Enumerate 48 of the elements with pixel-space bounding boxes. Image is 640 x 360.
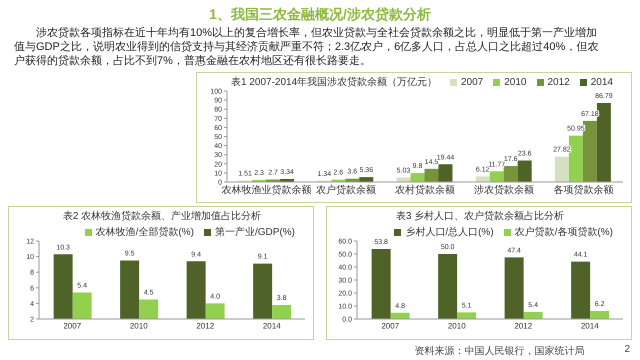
legend-label: 农户贷款/各项贷款(%): [514, 227, 613, 238]
bar: [424, 168, 438, 182]
x-tick-label: 2007: [63, 322, 82, 331]
legend-label: 农林牧渔/全部贷款(%): [96, 227, 194, 238]
bar: [524, 312, 543, 319]
bar: [518, 160, 532, 182]
x-tick-label: 2010: [130, 322, 148, 331]
chart-title: 表3 乡村人口、农户贷款余额占比分析: [394, 210, 566, 223]
legend-label: 2007: [461, 77, 484, 88]
legend-label: 第一产业/GDP(%): [215, 227, 295, 238]
x-tick-label: 涉农贷款余额: [474, 184, 534, 196]
legend-label: 2014: [590, 77, 613, 88]
bar: [504, 257, 524, 319]
chart-title: 表2 农林牧渔贷款余额、产业增加值占比分析: [62, 210, 262, 223]
bar: [568, 136, 583, 182]
bar: [504, 166, 518, 182]
bar: [438, 254, 458, 319]
bar: [596, 103, 611, 182]
chart-title: 表1 2007-2014年我国涉农贷款余额（万亿元）: [231, 76, 438, 89]
bar: [582, 120, 597, 182]
x-tick-label: 农村贷款余额: [395, 184, 455, 196]
x-tick-label: 2012: [514, 322, 533, 331]
x-tick-label: 2012: [196, 322, 215, 331]
text: 1、我国三农金融概况/涉农贷款分析: [208, 6, 432, 24]
bar: [359, 177, 374, 182]
x-tick-label: 2010: [448, 322, 466, 331]
bar: [438, 164, 452, 182]
x-tick-label: 各项贷款余额: [553, 184, 614, 196]
bar: [490, 171, 504, 182]
legend-label: 2012: [548, 77, 570, 88]
text: 资料来源：中国人民银行，国家统计局: [414, 344, 584, 358]
x-tick-label: 农户贷款余额: [316, 184, 376, 196]
x-tick-label: 2014: [580, 322, 600, 331]
x-tick-label: 2007: [381, 322, 400, 331]
bar: [345, 178, 360, 182]
x-tick-label: 2014: [262, 322, 282, 331]
legend-label: 2010: [504, 77, 526, 88]
legend-label: 乡村人口/总人口(%): [405, 227, 494, 238]
x-tick-label: 农林牧渔业贷款余额: [222, 184, 312, 196]
bar: [372, 249, 391, 319]
bar: [457, 312, 476, 319]
text: 2: [624, 344, 630, 357]
bar: [476, 176, 490, 182]
bar: [571, 262, 590, 319]
bar: [590, 310, 610, 319]
bar: [410, 173, 424, 182]
text: 涉农贷款各项指标在近十年均有10%以上的复合增长率，但农业贷款与全社会贷款余额之比，明显低于第一产业增加值与GDP之比，说明农业得到的信贷支持与其经济贡献严重不符；2.3亿农户，6亿多人口，占总人口之比超过40%，但农户获得的贷款余额，占比不到7%，普惠金融在农村地区还有很长路要走。: [14, 26, 600, 68]
bar: [554, 156, 569, 182]
